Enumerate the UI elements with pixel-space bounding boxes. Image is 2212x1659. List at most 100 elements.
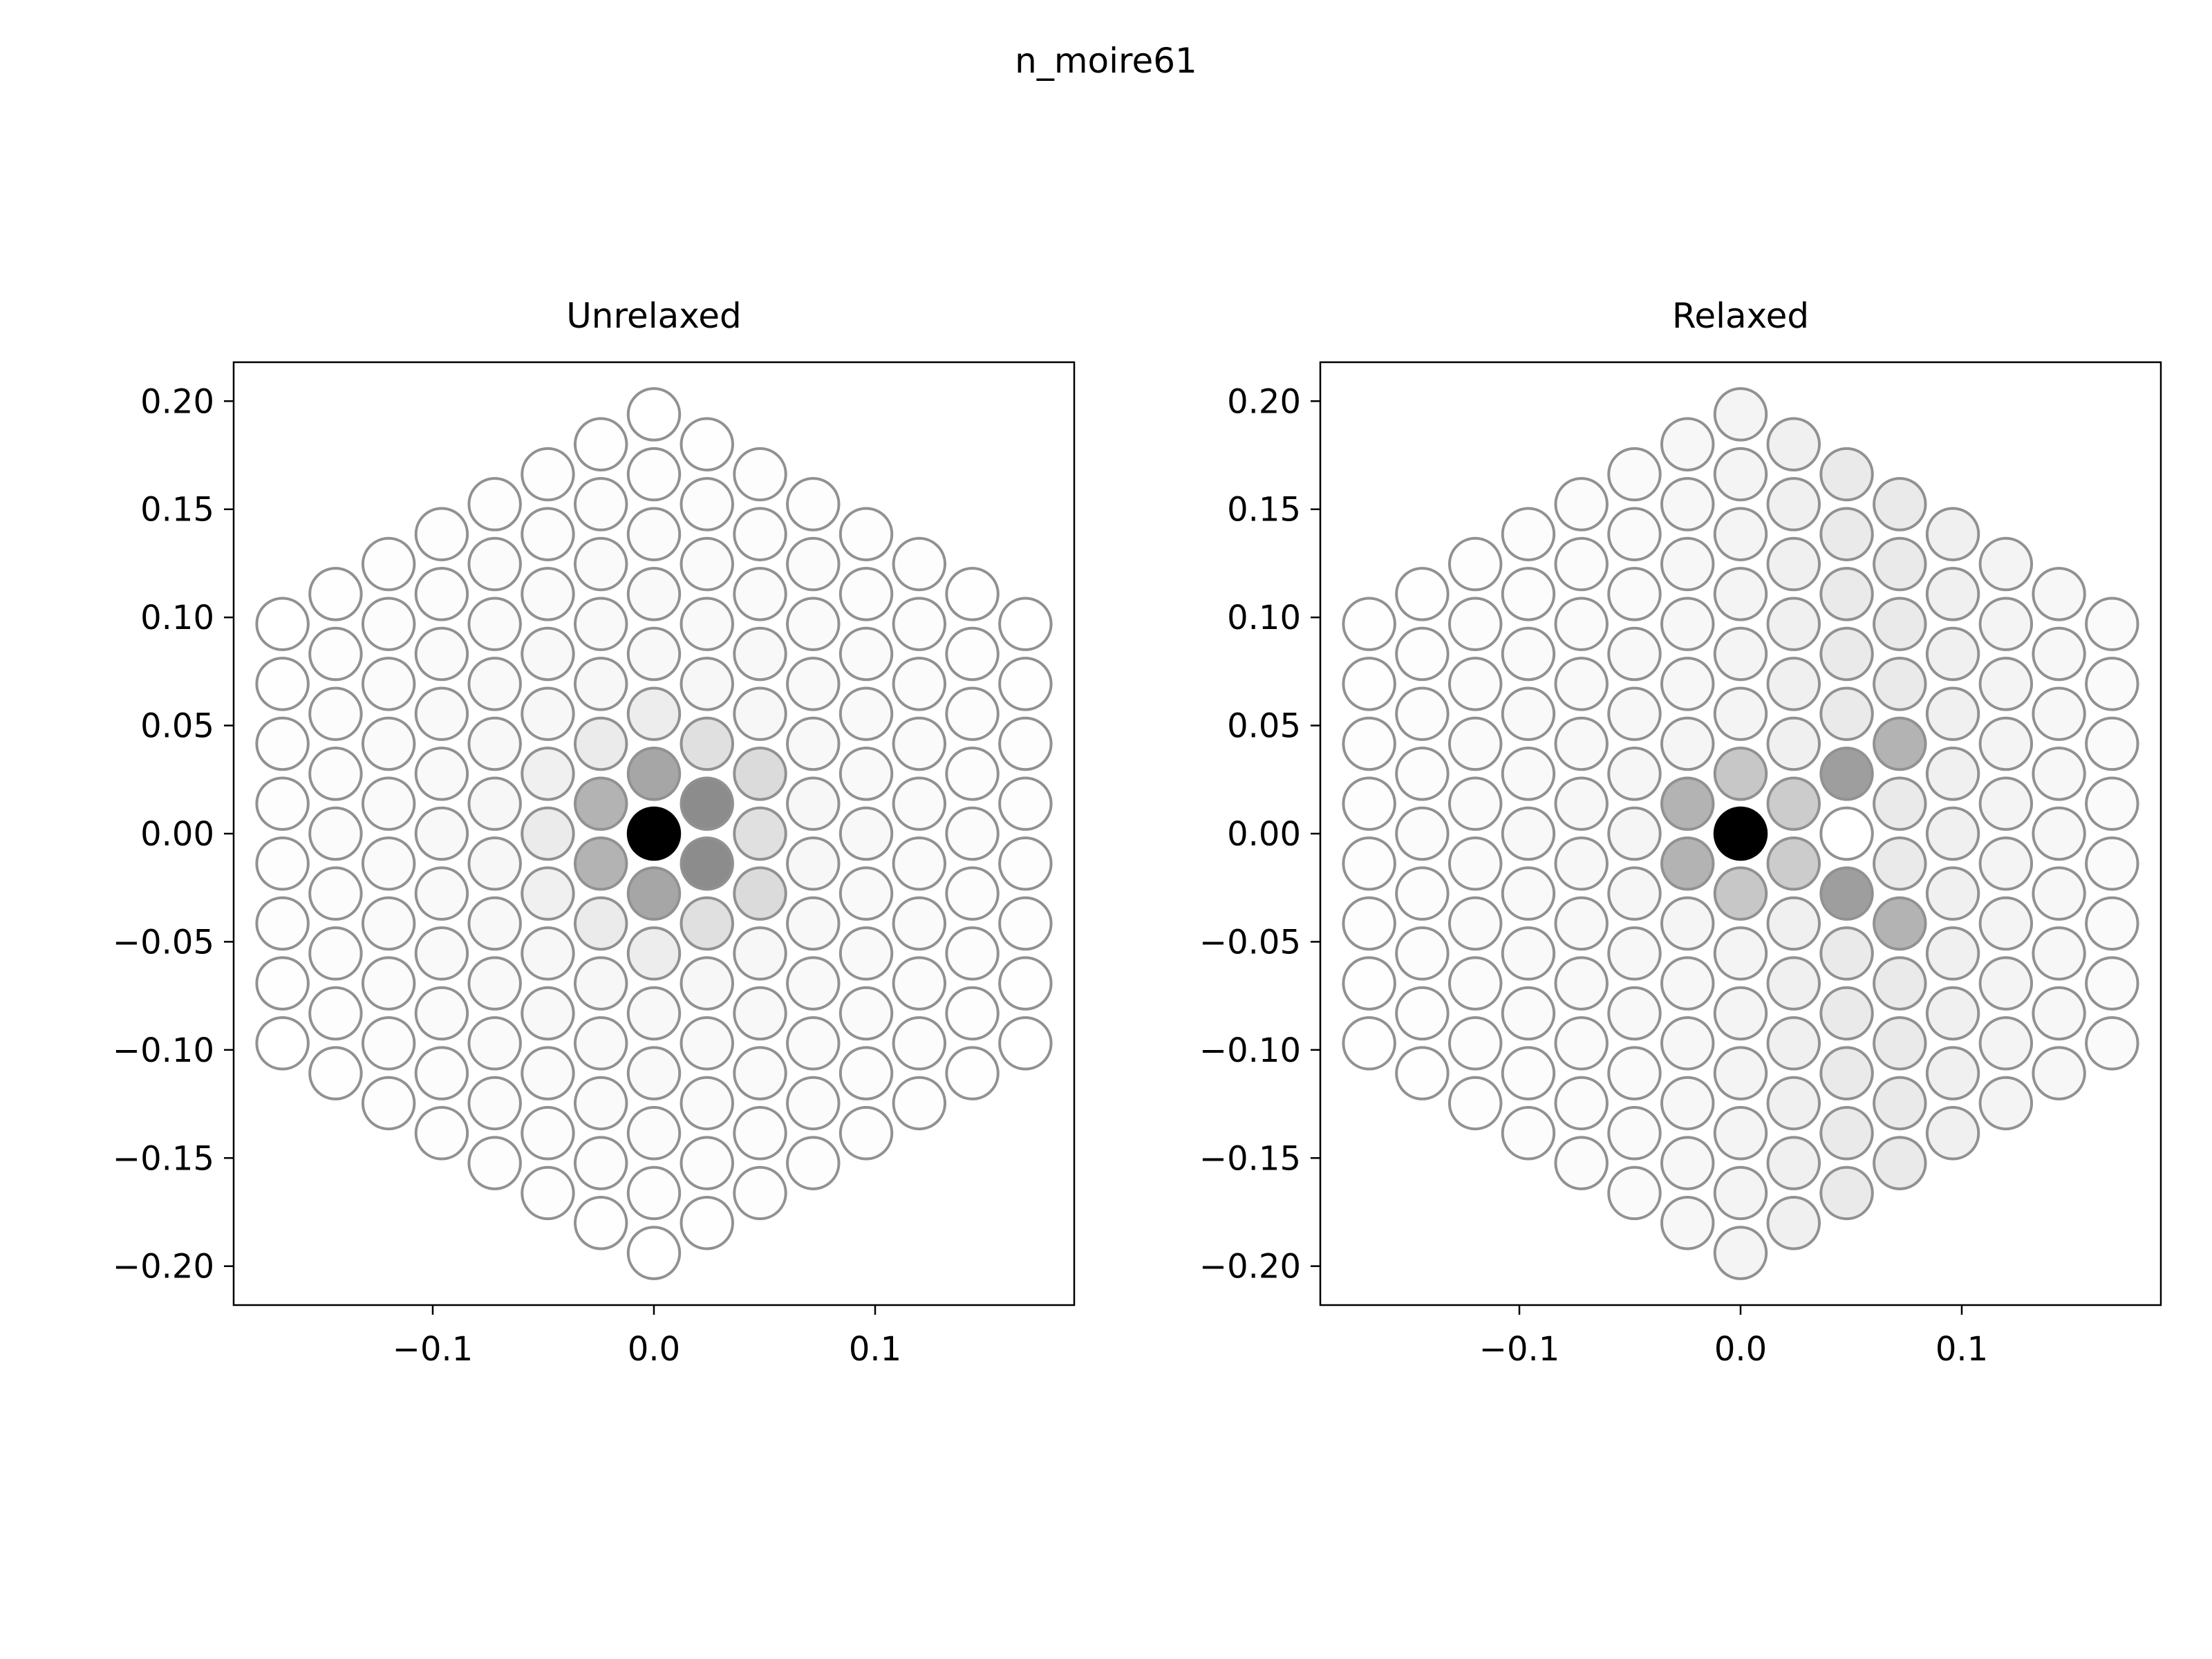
lattice-point [414, 686, 469, 741]
y-tick-label: 0.00 [1227, 815, 1301, 854]
figure-title: n_moire61 [1015, 41, 1197, 81]
lattice-point [467, 477, 522, 532]
lattice-point [1395, 747, 1450, 801]
lattice-point [1819, 926, 1874, 981]
x-tick-label: 0.0 [628, 1330, 680, 1369]
lattice-point [1660, 1136, 1715, 1190]
lattice-point [1342, 597, 1396, 651]
lattice-point [308, 626, 363, 682]
lattice-point [308, 926, 363, 981]
lattice-point [2032, 986, 2086, 1041]
panel-title: Relaxed [1672, 296, 1809, 336]
panel-relaxed: Relaxed −0.1 0.0 0.1 0.20 0.15 0.10 0.05 0.00 −0.… [1199, 296, 2162, 1369]
lattice-point [1395, 806, 1450, 861]
lattice-point [1447, 1016, 1503, 1071]
lattice-point [679, 896, 734, 951]
lattice-point [892, 716, 947, 771]
lattice-point [1501, 926, 1556, 981]
lattice-point [308, 1046, 363, 1100]
lattice-point [361, 716, 416, 771]
y-tick-label: −0.10 [1199, 1031, 1301, 1070]
lattice-point [1554, 776, 1609, 831]
lattice-point [2085, 597, 2139, 651]
lattice-point [679, 836, 734, 891]
lattice-point [1554, 1016, 1609, 1071]
lattice-point [1978, 1076, 2034, 1131]
lattice-point [1819, 986, 1874, 1041]
lattice-point [2085, 776, 2139, 831]
lattice-point [838, 1046, 894, 1100]
lattice-point [679, 956, 734, 1011]
lattice-point [1501, 507, 1556, 561]
lattice-point [521, 986, 575, 1041]
lattice-point [414, 626, 469, 682]
lattice-point [626, 567, 682, 621]
lattice-point [308, 567, 363, 621]
lattice-point [2085, 836, 2139, 891]
lattice-point [2032, 747, 2086, 801]
lattice-point [521, 1046, 575, 1100]
lattice-point [838, 986, 894, 1041]
lattice-point [1660, 597, 1715, 651]
lattice-point [1873, 716, 1927, 771]
lattice-point [1447, 716, 1503, 771]
lattice-point [361, 776, 416, 831]
lattice-point [1978, 896, 2034, 951]
lattice-point [626, 626, 682, 682]
lattice-point [521, 1106, 575, 1161]
y-tick-label: 0.05 [1227, 707, 1301, 746]
lattice-point [1766, 716, 1821, 771]
lattice-point [574, 477, 628, 532]
lattice-point [467, 896, 522, 951]
lattice-point [1501, 866, 1556, 921]
lattice-point [1554, 597, 1609, 651]
lattice-point [1819, 686, 1874, 741]
lattice-point [2032, 1046, 2086, 1100]
lattice-point [521, 626, 575, 682]
lattice-point [1873, 477, 1927, 532]
lattice-point [945, 747, 1000, 801]
lattice-point [626, 1226, 682, 1280]
lattice-point [2085, 1016, 2139, 1071]
lattice-point [2032, 866, 2086, 921]
lattice-point [1925, 747, 1980, 801]
lattice-point [414, 926, 469, 981]
panel-unrelaxed: Unrelaxed −0.1 0.0 0.1 0.20 0.15 0.10 0.05 0.00 −… [113, 296, 1076, 1369]
lattice-point [786, 477, 841, 532]
lattice-point [1978, 836, 2034, 891]
lattice-point [892, 1076, 947, 1131]
lattice-point [1447, 536, 1503, 592]
lattice-point [255, 597, 310, 651]
lattice-point [574, 1076, 628, 1131]
lattice-point [255, 836, 310, 891]
lattice-point [733, 567, 787, 621]
lattice-point [679, 1016, 734, 1071]
lattice-point [1607, 747, 1662, 801]
lattice-point [786, 776, 841, 831]
lattice-point [2032, 626, 2086, 682]
lattice-point [2032, 806, 2086, 861]
lattice-point [1713, 447, 1768, 502]
lattice-point [1660, 716, 1715, 771]
lattice-point [1766, 657, 1821, 711]
lattice-point [1766, 417, 1821, 471]
lattice-point [1447, 776, 1503, 831]
lattice-point [1607, 1106, 1662, 1161]
lattice-point [574, 597, 628, 651]
lattice-point [1873, 657, 1927, 711]
lattice-point [1713, 806, 1768, 861]
lattice-point [1925, 686, 1980, 741]
lattice-point [1607, 567, 1662, 621]
lattice-point [945, 986, 1000, 1041]
lattice-point [1660, 417, 1715, 471]
lattice-point [1925, 1046, 1980, 1100]
lattice-point [1819, 747, 1874, 801]
lattice-point [1713, 1226, 1768, 1280]
lattice-point [2032, 926, 2086, 981]
x-tick-label: −0.1 [1479, 1330, 1560, 1369]
lattice-point [1925, 806, 1980, 861]
lattice-point [1819, 626, 1874, 682]
lattice-point [1713, 747, 1768, 801]
lattice-point [521, 686, 575, 741]
lattice-point [574, 956, 628, 1011]
